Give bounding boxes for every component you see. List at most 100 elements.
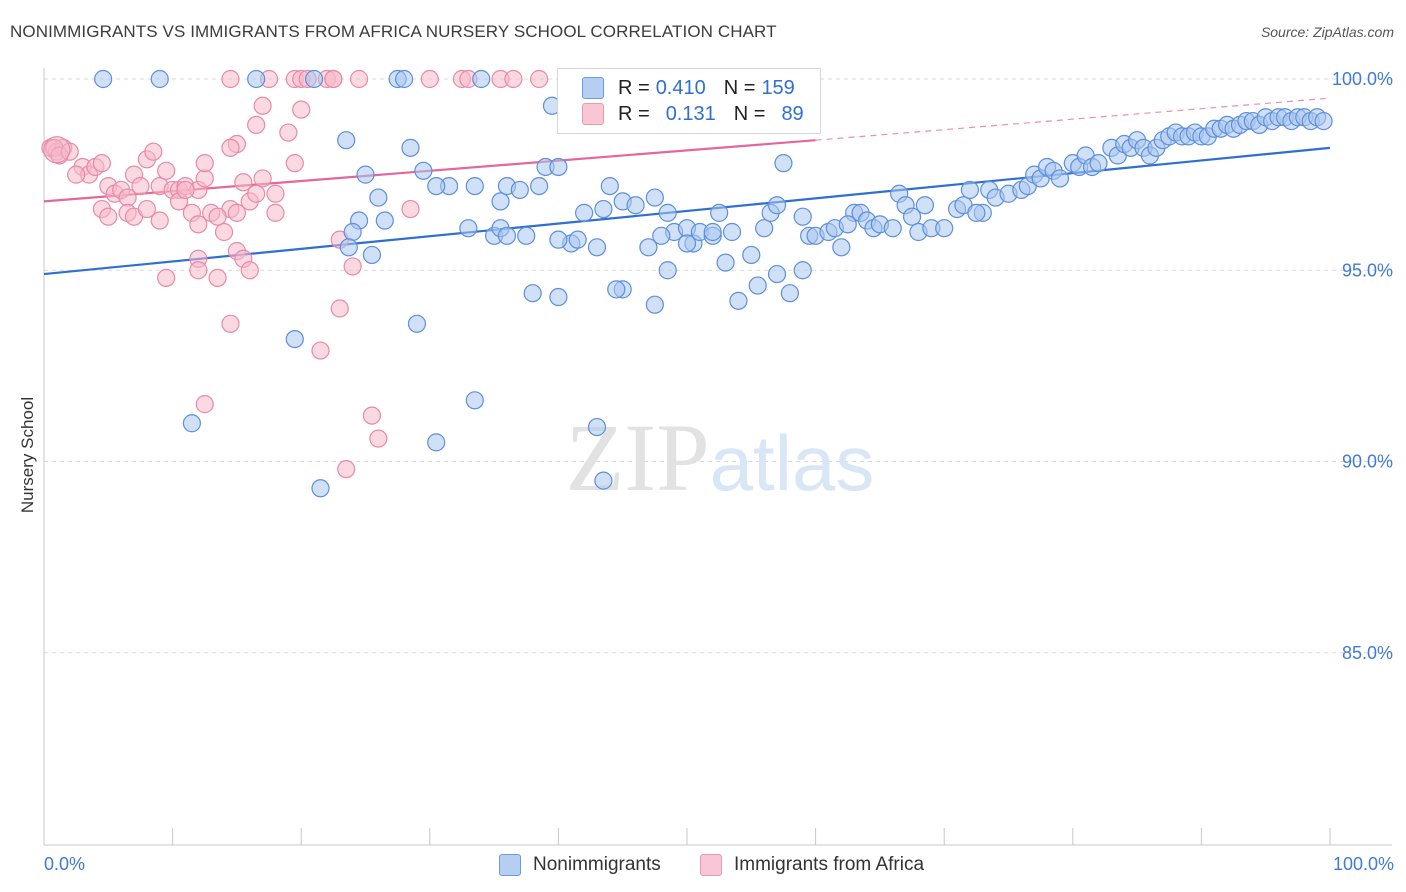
data-point-nonimmigrants xyxy=(967,203,986,222)
bottom-legend-label: Nonimmigrants xyxy=(533,854,661,875)
data-point-immigrants-from-africa xyxy=(337,460,356,479)
data-point-nonimmigrants xyxy=(407,314,427,333)
data-point-immigrants-from-africa xyxy=(157,161,176,180)
data-point-nonimmigrants xyxy=(607,280,626,299)
watermark-zip: ZIP xyxy=(566,404,710,511)
legend-n-value: 159 xyxy=(761,76,795,99)
bottom-legend-swatch-blue xyxy=(499,854,521,876)
data-point-immigrants-from-africa xyxy=(92,154,111,173)
data-point-immigrants-from-africa xyxy=(99,207,118,226)
data-point-nonimmigrants xyxy=(645,295,664,314)
data-point-nonimmigrants xyxy=(459,219,478,238)
data-point-nonimmigrants xyxy=(587,238,607,257)
data-point-nonimmigrants xyxy=(575,203,594,222)
data-point-nonimmigrants xyxy=(427,433,446,452)
data-point-immigrants-from-africa-cluster xyxy=(43,136,71,164)
data-point-immigrants-from-africa xyxy=(195,395,214,414)
chart-title: NONIMMIGRANTS VS IMMIGRANTS FROM AFRICA … xyxy=(10,22,777,41)
data-point-immigrants-from-africa xyxy=(420,69,439,89)
x-tick-label-max: 100.0% xyxy=(1333,854,1394,874)
data-point-nonimmigrants xyxy=(304,69,324,89)
data-point-nonimmigrants xyxy=(960,180,980,200)
data-point-nonimmigrants xyxy=(530,177,549,196)
data-point-nonimmigrants xyxy=(774,154,793,173)
data-point-immigrants-from-africa xyxy=(131,177,150,196)
data-point-nonimmigrants xyxy=(414,161,433,180)
data-point-nonimmigrants xyxy=(838,215,857,234)
data-point-nonimmigrants xyxy=(343,222,362,242)
data-point-nonimmigrants xyxy=(1050,169,1070,188)
data-point-nonimmigrants xyxy=(703,222,722,242)
data-point-immigrants-from-africa xyxy=(189,261,208,280)
data-point-immigrants-from-africa xyxy=(369,429,388,448)
data-point-nonimmigrants xyxy=(767,264,787,284)
data-point-nonimmigrants xyxy=(935,219,954,238)
data-point-nonimmigrants xyxy=(311,479,330,498)
data-point-nonimmigrants xyxy=(645,188,664,207)
data-point-nonimmigrants xyxy=(748,276,767,295)
y-axis-title: Nursery School xyxy=(18,396,37,514)
data-point-nonimmigrants xyxy=(793,207,812,226)
data-point-nonimmigrants xyxy=(722,222,742,242)
bottom-legend-immigrants-from-africa: Immigrants from Africa xyxy=(700,852,924,878)
data-point-immigrants-from-africa xyxy=(67,165,86,184)
data-point-nonimmigrants xyxy=(472,69,491,89)
legend-row-immigrants-from-africa: R = 0.131 N = 89 xyxy=(582,101,804,127)
data-point-immigrants-from-africa xyxy=(150,211,169,230)
data-point-nonimmigrants xyxy=(427,177,446,196)
trend-line-immigrants-extension xyxy=(815,97,1331,141)
data-point-nonimmigrants xyxy=(150,69,169,89)
legend-swatch-pink xyxy=(582,103,604,125)
data-point-immigrants-from-africa xyxy=(221,138,240,157)
data-point-nonimmigrants xyxy=(356,165,375,184)
data-point-nonimmigrants xyxy=(793,261,812,280)
data-point-immigrants-from-africa xyxy=(240,261,259,280)
data-point-nonimmigrants xyxy=(549,157,568,177)
data-point-immigrants-from-africa xyxy=(247,115,266,135)
grid-lines xyxy=(44,78,1392,654)
data-point-nonimmigrants xyxy=(375,211,394,230)
data-point-immigrants-from-africa xyxy=(189,215,208,234)
data-point-immigrants-from-africa xyxy=(330,299,349,318)
data-point-nonimmigrants xyxy=(658,203,677,222)
data-point-nonimmigrants xyxy=(394,69,414,89)
legend-swatch-blue xyxy=(582,77,604,99)
data-point-immigrants-from-africa xyxy=(311,341,330,360)
data-point-immigrants-from-africa xyxy=(266,203,285,222)
bottom-legend-label: Immigrants from Africa xyxy=(734,854,925,875)
data-point-nonimmigrants xyxy=(523,284,542,303)
y-tick-label: 85.0% xyxy=(1342,643,1393,663)
data-point-immigrants-from-africa xyxy=(208,207,227,226)
data-point-nonimmigrants xyxy=(1089,154,1108,173)
legend-n-value: 89 xyxy=(781,102,804,125)
data-point-immigrants-from-africa xyxy=(266,184,285,203)
data-point-nonimmigrants xyxy=(902,207,922,226)
data-point-nonimmigrants xyxy=(767,196,787,215)
y-tick-label: 100.0% xyxy=(1332,69,1393,89)
data-point-nonimmigrants xyxy=(510,180,529,200)
data-point-immigrants-from-africa xyxy=(279,123,298,142)
data-point-nonimmigrants xyxy=(600,177,619,196)
bottom-legend-nonimmigrants: Nonimmigrants xyxy=(499,852,661,878)
data-point-nonimmigrants xyxy=(337,131,356,150)
data-point-nonimmigrants xyxy=(626,196,645,215)
trend-line-nonimmigrants xyxy=(43,146,1331,276)
data-point-nonimmigrants xyxy=(401,138,420,157)
data-point-immigrants-from-africa xyxy=(349,69,369,89)
data-point-nonimmigrants xyxy=(587,417,607,437)
data-point-nonimmigrants xyxy=(517,226,536,245)
data-point-immigrants-from-africa xyxy=(247,184,266,203)
data-point-immigrants-from-africa xyxy=(195,169,214,188)
data-point-immigrants-from-africa xyxy=(530,69,549,89)
data-point-nonimmigrants xyxy=(883,219,902,238)
legend-n-label: N = xyxy=(723,76,756,99)
data-point-nonimmigrants xyxy=(94,69,113,89)
data-point-nonimmigrants xyxy=(710,203,729,222)
data-point-nonimmigrants xyxy=(369,188,388,207)
data-point-nonimmigrants xyxy=(491,192,510,211)
data-point-immigrants-from-africa xyxy=(401,199,420,219)
data-point-nonimmigrants xyxy=(339,238,358,257)
data-point-immigrants-from-africa xyxy=(253,169,272,188)
legend-r-value: 0.131 xyxy=(665,102,716,125)
